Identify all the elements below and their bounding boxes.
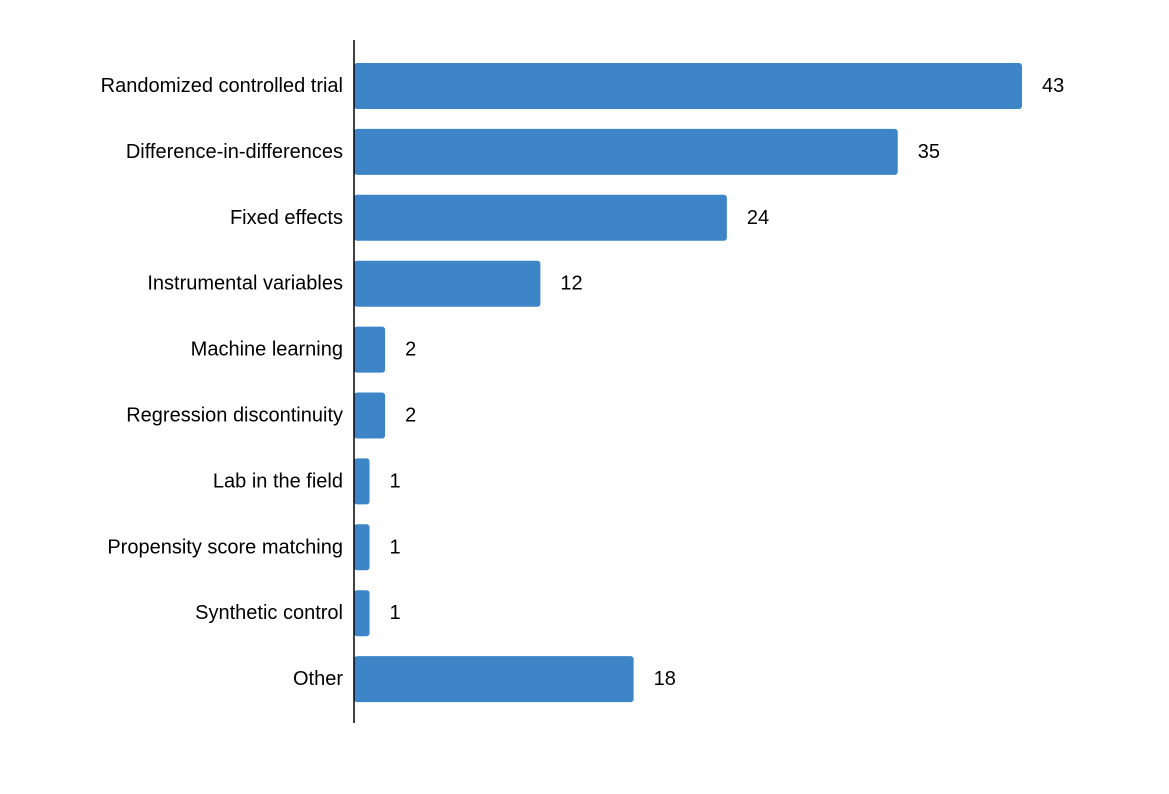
category-label-lab-in-the-field: Lab in the field [213, 470, 343, 492]
bar-randomized-controlled-trial [354, 63, 1022, 109]
category-label-instrumental-variables: Instrumental variables [147, 273, 343, 295]
value-labels-group: 43 35 24 12 2 2 1 1 1 18 [390, 75, 1065, 690]
bar-other [354, 656, 634, 703]
bar-machine-learning [354, 326, 386, 373]
category-label-regression-discontinuity: Regression discontinuity [126, 405, 343, 427]
value-label-synthetic-control: 1 [390, 602, 401, 624]
bar-lab-in-the-field [354, 458, 370, 505]
value-label-randomized-controlled-trial: 43 [1042, 75, 1064, 97]
category-label-synthetic-control: Synthetic control [195, 602, 343, 624]
bar-synthetic-control [354, 590, 370, 637]
value-label-regression-discontinuity: 2 [405, 405, 416, 427]
bar-instrumental-variables [354, 260, 541, 307]
value-label-difference-in-differences: 35 [918, 141, 940, 163]
value-label-fixed-effects: 24 [747, 207, 769, 229]
bars-group [354, 63, 1022, 703]
value-label-instrumental-variables: 12 [560, 273, 582, 295]
value-label-lab-in-the-field: 1 [390, 470, 401, 492]
category-label-difference-in-differences: Difference-in-differences [126, 141, 343, 163]
category-label-propensity-score-matching: Propensity score matching [107, 536, 343, 558]
category-labels-group: Randomized controlled trial Difference-in… [101, 75, 344, 690]
category-label-other: Other [293, 668, 343, 690]
category-label-randomized-controlled-trial: Randomized controlled trial [101, 75, 343, 97]
bar-regression-discontinuity [354, 392, 386, 439]
category-label-fixed-effects: Fixed effects [230, 207, 343, 229]
value-label-machine-learning: 2 [405, 339, 416, 361]
category-label-machine-learning: Machine learning [191, 339, 343, 361]
value-label-other: 18 [654, 668, 676, 690]
value-label-propensity-score-matching: 1 [390, 536, 401, 558]
bar-difference-in-differences [354, 128, 898, 175]
bar-propensity-score-matching [354, 524, 370, 571]
bar-fixed-effects [354, 194, 727, 241]
